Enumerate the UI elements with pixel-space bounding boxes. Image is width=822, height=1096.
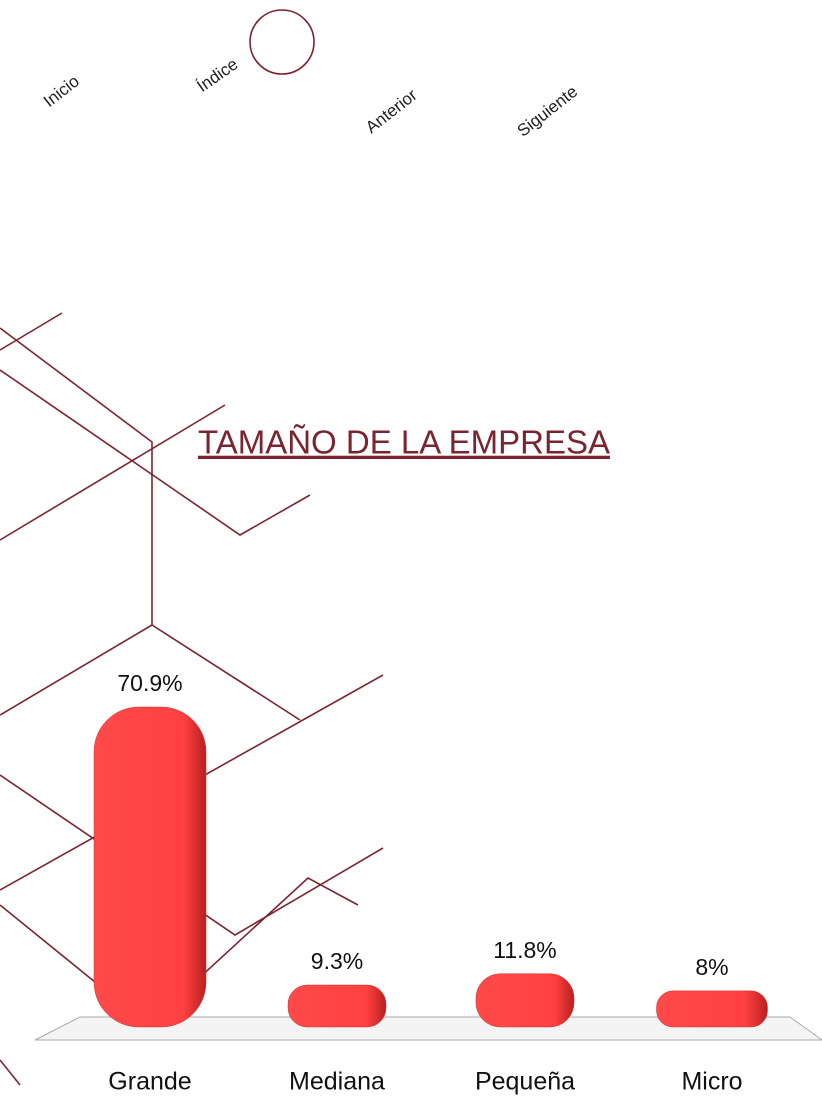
x-tick-label: Mediana: [289, 1068, 385, 1096]
x-tick-label: Micro: [681, 1068, 742, 1096]
data-label: 9.3%: [311, 948, 363, 974]
bar: [93, 706, 207, 1028]
floor: [34, 1016, 822, 1041]
data-label: 11.8%: [493, 937, 557, 963]
nav-link[interactable]: Índice: [193, 54, 241, 96]
x-tick-label: Pequeña: [475, 1068, 575, 1096]
nav-link[interactable]: Anterior: [362, 85, 421, 137]
x-tick-label: Grande: [108, 1068, 191, 1096]
bar: [287, 984, 387, 1028]
bar: [656, 990, 768, 1028]
chart-title: TAMAÑO DE LA EMPRESA: [198, 424, 610, 461]
data-label: 8%: [695, 954, 728, 980]
data-label: 70.9%: [117, 670, 182, 696]
bar: [475, 973, 575, 1028]
nav-circle[interactable]: [249, 9, 315, 75]
nav-link[interactable]: Inicio: [40, 71, 83, 110]
nav-link[interactable]: Siguiente: [514, 82, 582, 141]
